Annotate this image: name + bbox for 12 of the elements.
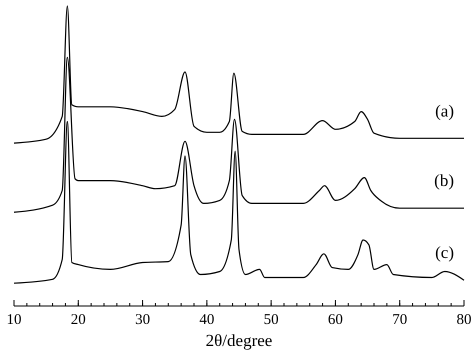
x-tick-label: 50 bbox=[264, 312, 279, 328]
x-tick-label: 60 bbox=[328, 312, 343, 328]
series-label: (c) bbox=[435, 243, 454, 262]
x-tick-label: 10 bbox=[6, 312, 22, 328]
x-tick-label: 20 bbox=[70, 312, 86, 328]
series-label: (a) bbox=[435, 101, 454, 120]
x-tick-label: 40 bbox=[199, 312, 214, 328]
x-axis-title: 2θ/degree bbox=[206, 331, 272, 350]
x-tick-label: 70 bbox=[392, 312, 408, 328]
series-label: (b) bbox=[434, 171, 454, 190]
x-tick-label: 30 bbox=[135, 312, 150, 328]
x-tick-label: 80 bbox=[456, 312, 472, 328]
